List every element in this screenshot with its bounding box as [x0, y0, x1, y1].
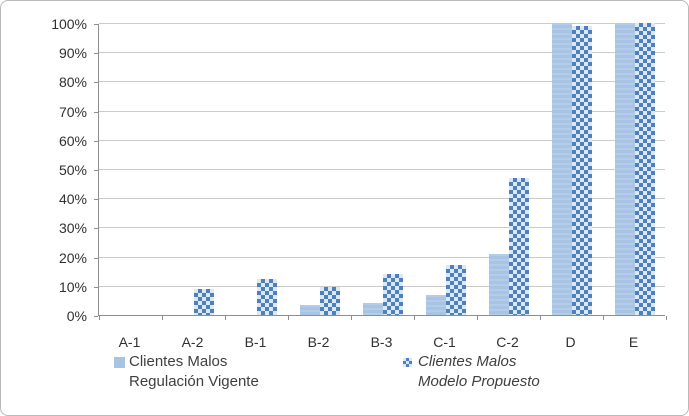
y-axis-tick: [94, 228, 98, 230]
legend-item-modelo-propuesto: Clientes Malos Modelo Propuesto: [403, 352, 540, 392]
x-tick-label: B-1: [244, 334, 267, 350]
x-axis-tick: [414, 316, 415, 320]
y-tick-label: 10%: [58, 278, 87, 295]
y-tick-label: 70%: [58, 103, 87, 120]
legend-swatch-checker-icon: [403, 358, 412, 367]
bar-modelo-propuesto-A-2: [193, 288, 214, 315]
x-tick-label: C-2: [496, 334, 519, 350]
legend-label-line2: Modelo Propuesto: [418, 373, 540, 390]
bar-regulacion-vigente-B-2: [299, 304, 320, 315]
bar-modelo-propuesto-B-2: [319, 287, 340, 315]
x-tick-label: B-2: [307, 334, 330, 350]
x-axis-tick: [225, 316, 226, 320]
bar-modelo-propuesto-D: [571, 25, 592, 315]
x-tick-label: E: [628, 334, 639, 350]
bar-modelo-propuesto-C-2: [508, 177, 529, 315]
y-axis-tick: [94, 140, 98, 142]
x-tick-label: C-1: [433, 334, 456, 350]
bar-regulacion-vigente-C-2: [488, 253, 509, 315]
gridline: [99, 198, 665, 200]
legend-item-regulacion-vigente: Clientes Malos Regulación Vigente: [114, 352, 259, 392]
y-axis-tick: [94, 24, 98, 25]
x-tick-label: A-2: [181, 334, 204, 350]
y-tick-label: 80%: [58, 74, 87, 91]
legend-swatch-solid-icon: [114, 357, 125, 368]
x-axis-tick: [162, 316, 163, 320]
gridline: [99, 285, 665, 287]
x-axis-tick: [477, 316, 478, 320]
y-tick-label: 40%: [58, 191, 87, 208]
x-tick-label: B-3: [370, 334, 393, 350]
x-tick-label: D: [565, 334, 576, 350]
y-tick-label: 90%: [58, 45, 87, 62]
bar-regulacion-vigente-C-1: [425, 294, 446, 315]
bar-modelo-propuesto-B-1: [256, 278, 277, 315]
plot-area: [94, 23, 667, 320]
bar-modelo-propuesto-E: [634, 23, 655, 315]
bar-regulacion-vigente-B-3: [362, 303, 383, 315]
legend-label-line1: Clientes Malos: [418, 353, 517, 370]
bar-regulacion-vigente-E: [614, 23, 635, 315]
bar-modelo-propuesto-C-1: [445, 265, 466, 315]
y-tick-label: 100%: [51, 16, 87, 32]
y-axis-tick: [94, 170, 98, 171]
gridline: [99, 110, 665, 112]
x-axis-tick: [603, 316, 604, 320]
y-axis-tick: [94, 53, 98, 55]
x-tick-label: A-1: [118, 334, 141, 350]
y-tick-label: 20%: [58, 249, 87, 266]
legend-label-line1: Clientes Malos: [129, 353, 228, 370]
y-axis-tick: [94, 316, 98, 317]
gridline: [99, 23, 665, 24]
y-tick-label: 30%: [58, 220, 87, 237]
y-axis-tick: [94, 82, 98, 84]
y-tick-label: 50%: [58, 162, 87, 178]
bar-modelo-propuesto-B-3: [382, 274, 403, 315]
gridline: [99, 52, 665, 54]
gridline: [99, 81, 665, 83]
x-axis-tick: [99, 316, 100, 320]
x-axis-tick: [288, 316, 289, 320]
y-axis-tick: [94, 257, 98, 259]
legend-label-line2: Regulación Vigente: [129, 373, 259, 390]
y-tick-label: 60%: [58, 132, 87, 149]
x-axis-tick: [351, 316, 352, 320]
y-tick-label: 0%: [66, 308, 87, 324]
y-axis-tick: [94, 111, 98, 113]
x-axis-tick: [540, 316, 541, 320]
y-axis-tick: [94, 199, 98, 201]
gridline: [99, 139, 665, 141]
gridline: [99, 169, 665, 170]
y-axis-tick: [94, 286, 98, 288]
gridline: [99, 227, 665, 229]
gridline: [99, 256, 665, 258]
bar-regulacion-vigente-D: [551, 23, 572, 315]
x-axis-tick: [666, 316, 667, 320]
